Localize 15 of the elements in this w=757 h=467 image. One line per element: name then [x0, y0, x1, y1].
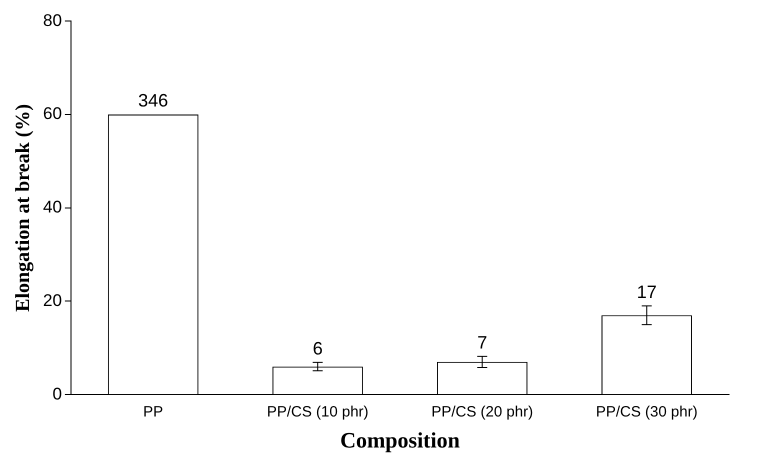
data-label: 17: [636, 282, 657, 302]
x-tick-label: PP: [143, 404, 164, 421]
x-tick-label: PP/CS (20 phr): [431, 404, 534, 421]
y-tick-label: 80: [42, 10, 62, 30]
y-tick-label: 60: [42, 104, 62, 124]
y-tick-label: 0: [52, 384, 62, 404]
y-tick-label: 20: [42, 290, 62, 310]
y-tick-label: 40: [42, 198, 62, 217]
x-tick-label: PP/CS (30 phr): [596, 404, 698, 421]
x-tick-label: PP/CS (10 phr): [266, 404, 369, 421]
data-label: 7: [477, 332, 488, 352]
y-axis-title: Elongation at break (%): [12, 104, 34, 312]
data-label: 6: [312, 338, 323, 358]
annotation: 346: [138, 90, 168, 111]
x-axis-title: Composition: [340, 427, 460, 452]
